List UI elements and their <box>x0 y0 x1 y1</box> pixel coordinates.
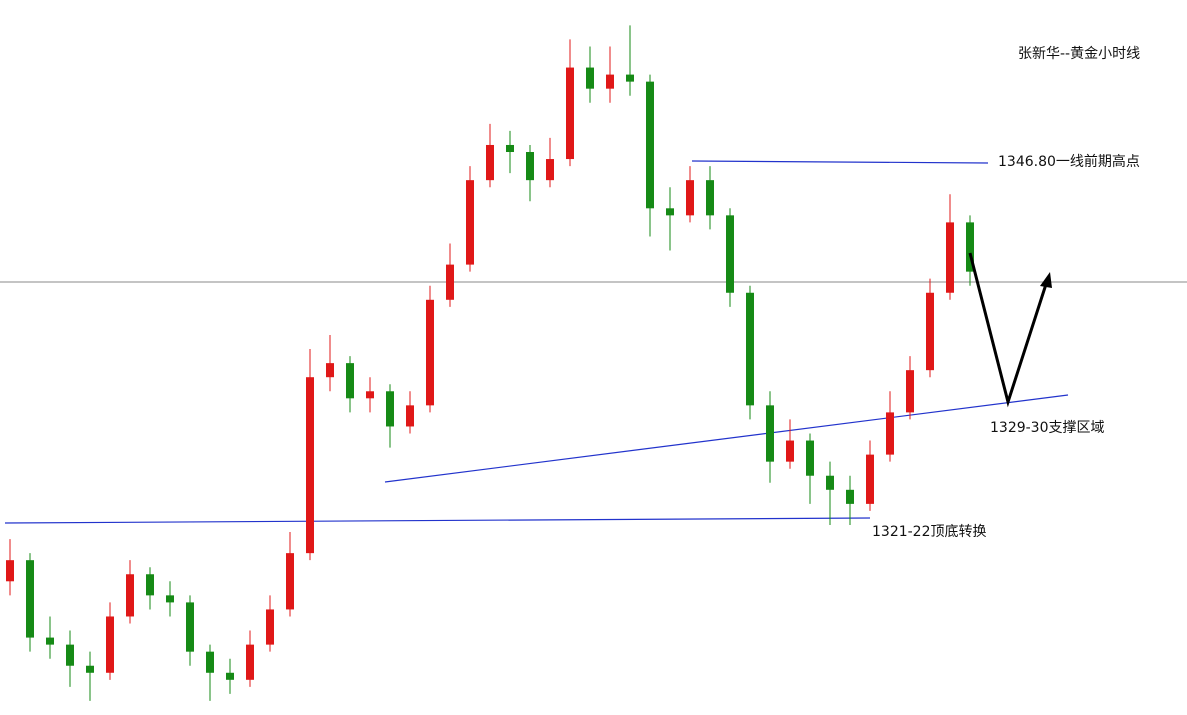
candle-body <box>86 665 94 673</box>
candle-body <box>66 644 74 666</box>
candle-body <box>766 405 774 462</box>
candle-body <box>146 574 154 596</box>
candle-body <box>306 377 314 554</box>
candle-body <box>926 292 934 371</box>
flip-line <box>4 517 871 524</box>
candle-body <box>566 67 574 160</box>
candle-body <box>746 292 754 406</box>
candle-body <box>426 299 434 406</box>
candle-body <box>226 672 234 680</box>
candle-body <box>106 616 114 673</box>
candle-body <box>166 595 174 603</box>
candle-body <box>266 609 274 645</box>
candle-body <box>706 180 714 216</box>
candle-body <box>966 222 974 272</box>
candle-body <box>486 144 494 181</box>
candle-body <box>806 440 814 476</box>
candle-body <box>786 440 794 462</box>
candle-body <box>626 74 634 82</box>
candle-body <box>946 222 954 293</box>
candle-body <box>286 553 294 610</box>
candle-body <box>246 644 254 680</box>
annotation: 1346.80一线前期高点 <box>998 153 1140 170</box>
candle-body <box>126 574 134 617</box>
candle-body <box>606 74 614 89</box>
candle-body <box>826 475 834 490</box>
candle-body <box>846 489 854 504</box>
candle-body <box>906 370 914 413</box>
forecast-path <box>968 252 1050 408</box>
candle-body <box>646 81 654 209</box>
candle-body <box>446 264 454 300</box>
candle-body <box>46 637 54 645</box>
annotation: 1329-30支撑区域 <box>990 420 1105 436</box>
candle-body <box>386 391 394 427</box>
candle-body <box>886 412 894 455</box>
candle-body <box>526 152 534 181</box>
resistance-line <box>691 160 989 164</box>
candle-body <box>366 391 374 399</box>
candle-body <box>466 180 474 265</box>
candle-body <box>326 363 334 378</box>
candle-body <box>686 180 694 216</box>
candle-body <box>866 454 874 504</box>
candle-body <box>186 602 194 652</box>
candle-body <box>206 651 214 673</box>
candle-body <box>506 144 514 153</box>
candle-body <box>6 560 14 582</box>
chart-title: 张新华--黄金小时线 <box>1018 45 1140 62</box>
candle-body <box>26 560 34 638</box>
annotation: 1321-22顶底转换 <box>872 523 987 540</box>
candle-body <box>666 208 674 216</box>
candle-body <box>406 405 414 427</box>
arrow-head <box>1040 272 1052 288</box>
candles <box>6 25 974 701</box>
candle-body <box>346 363 354 399</box>
forecast-arrows <box>968 252 1052 408</box>
candle-body <box>726 215 734 293</box>
candle-body <box>586 67 594 89</box>
support-trendline <box>384 394 1069 483</box>
candle-body <box>546 159 554 181</box>
